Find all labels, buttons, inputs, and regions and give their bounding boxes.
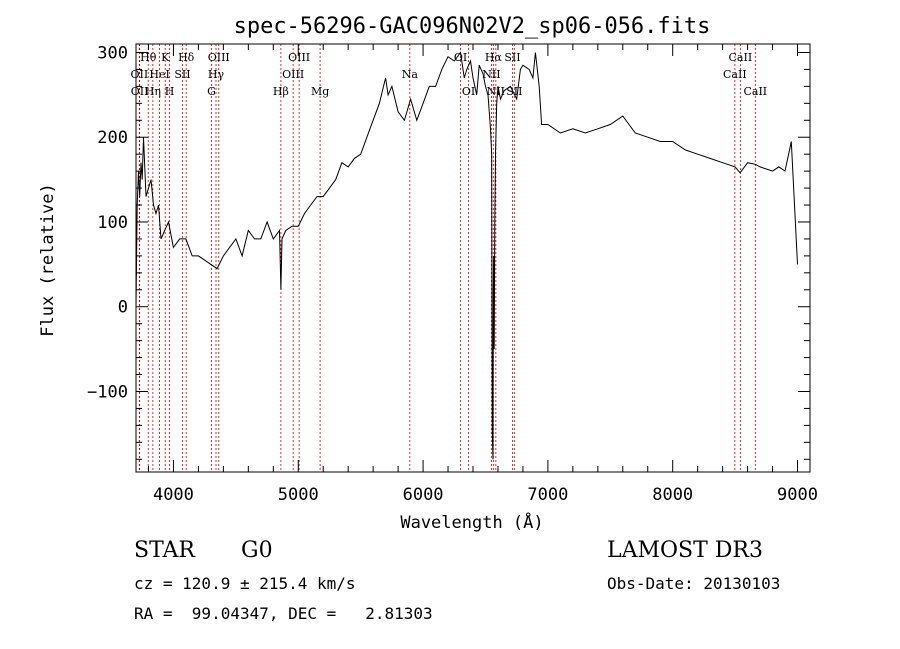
- line-marker-label: OIII: [282, 68, 304, 81]
- survey-name: LAMOST DR3: [607, 538, 763, 563]
- line-marker-label: SII: [506, 85, 522, 98]
- x-tick-label: 6000: [403, 485, 444, 505]
- y-axis-ticks: −100 0 100 200 300: [87, 43, 810, 460]
- line-marker-label: OII: [131, 68, 149, 81]
- chart-title: spec-56296-GAC096N02V2_sp06-056.fits: [234, 14, 711, 39]
- coordinates: RA = 99.04347, DEC = 2.81303: [134, 604, 433, 623]
- line-marker-label: Hθ: [140, 51, 157, 64]
- line-marker-label: OIII: [288, 51, 310, 64]
- y-tick-label: 100: [97, 213, 128, 233]
- line-marker-label: Mg: [311, 85, 329, 98]
- redshift-velocity: cz = 120.9 ± 215.4 km/s: [134, 574, 356, 593]
- plot-frame: [135, 43, 811, 473]
- line-marker-label: NII: [482, 68, 500, 81]
- x-axis-ticks: 4000 5000 6000 7000 8000 9000: [147, 44, 818, 505]
- line-marker-label: K: [161, 51, 170, 64]
- line-marker-label: Hη: [145, 85, 161, 98]
- line-marker-label: Hα: [485, 51, 503, 64]
- x-tick-label: 9000: [777, 485, 818, 505]
- y-tick-label: 200: [97, 128, 128, 148]
- object-class: STAR: [134, 538, 195, 563]
- line-marker-label: OI: [462, 85, 475, 98]
- line-marker-label: OIII: [208, 51, 230, 64]
- line-marker-label: CaII: [743, 85, 767, 98]
- line-marker-label: Hδ: [178, 51, 195, 64]
- x-axis-label: Wavelength (Å): [400, 511, 543, 533]
- y-tick-label: −100: [87, 382, 128, 402]
- spectrum-series-line: [135, 51, 798, 460]
- line-marker-label: CaII: [723, 68, 747, 81]
- line-marker-label: H: [165, 85, 175, 98]
- object-subclass: G0: [241, 538, 273, 563]
- line-marker-label: CaII: [729, 51, 753, 64]
- y-tick-label: 0: [118, 298, 128, 318]
- x-tick-label: 7000: [527, 485, 568, 505]
- x-tick-label: 8000: [652, 485, 693, 505]
- observation-date: Obs-Date: 20130103: [607, 574, 781, 593]
- x-tick-label: 4000: [153, 485, 194, 505]
- line-markers: [138, 44, 756, 472]
- x-tick-label: 5000: [278, 485, 319, 505]
- line-marker-label: OII: [131, 85, 149, 98]
- y-tick-label: 300: [97, 43, 128, 63]
- line-marker-label: Na: [402, 68, 419, 81]
- line-marker-label: HeI: [149, 68, 169, 81]
- y-axis-label: Flux (relative): [38, 183, 58, 337]
- line-marker-label: OI: [454, 51, 467, 64]
- line-marker-label: SII: [174, 68, 190, 81]
- line-marker-label: Hγ: [208, 68, 225, 81]
- line-marker-label: G: [207, 85, 216, 98]
- line-marker-label: Hβ: [273, 85, 289, 98]
- line-marker-label: SII: [504, 51, 520, 64]
- line-marker-label: NII: [487, 85, 505, 98]
